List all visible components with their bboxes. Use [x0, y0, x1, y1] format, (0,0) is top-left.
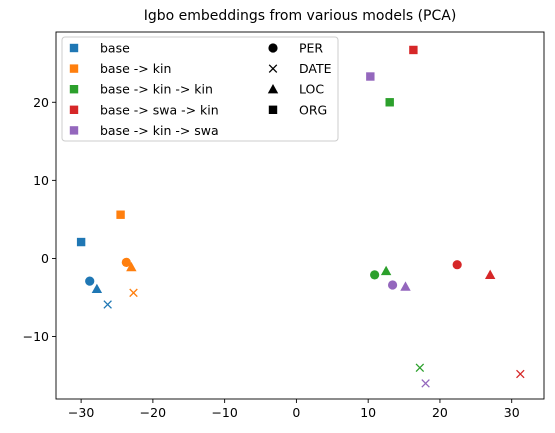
legend-marker [267, 84, 279, 94]
data-point [366, 72, 375, 81]
legend-marker [69, 64, 79, 73]
data-point [129, 288, 138, 298]
y-tick-label: −10 [23, 329, 49, 344]
data-point [421, 379, 430, 388]
x-tick-label: 30 [504, 405, 520, 420]
legend-marker [69, 105, 79, 114]
legend-label: base -> kin -> swa [100, 123, 219, 138]
data-point [76, 237, 86, 247]
x-tick-label: −20 [140, 405, 166, 420]
x-tick-label: 0 [292, 405, 300, 420]
legend-label: base -> swa -> kin [100, 102, 219, 117]
data-point [370, 270, 380, 280]
legend-label: base [100, 41, 130, 56]
legend-marker [69, 126, 79, 135]
y-tick-label: 10 [33, 173, 49, 188]
data-point [516, 369, 525, 379]
data-point [452, 260, 462, 270]
data-points [76, 45, 525, 388]
data-point [415, 363, 425, 373]
legend-marker [69, 85, 79, 94]
legend-label: base -> kin -> kin [100, 82, 213, 97]
data-point [400, 281, 411, 291]
data-point [484, 269, 496, 280]
data-point [103, 300, 112, 309]
legend-label: PER [299, 41, 323, 56]
data-point [91, 283, 103, 294]
data-point [126, 261, 137, 272]
x-tick-label: 10 [360, 405, 376, 420]
legend-label: base -> kin [100, 61, 171, 76]
x-axis: −30 −20 −10 0 10 20 30 [68, 399, 520, 420]
y-tick-label: 0 [41, 251, 49, 266]
legend-marker [268, 105, 278, 114]
data-point [85, 276, 95, 286]
data-point [409, 45, 418, 55]
chart-title: Igbo embeddings from various models (PCA… [144, 8, 457, 24]
data-point [387, 280, 398, 290]
x-tick-label: −30 [68, 405, 94, 420]
y-tick-label: 20 [33, 95, 49, 110]
data-point [385, 98, 394, 107]
legend-label: LOC [299, 82, 324, 97]
data-point [121, 257, 131, 267]
legend: base base -> kin base -> kin -> kin base ->… [61, 36, 339, 142]
legend-marker [69, 43, 79, 53]
x-tick-label: 20 [432, 405, 448, 420]
y-axis: −10 0 10 20 [23, 95, 56, 344]
legend-label: ORG [299, 102, 327, 117]
plot-frame [55, 31, 545, 400]
x-tick-label: −10 [211, 405, 237, 420]
legend-marker [268, 64, 278, 73]
data-point [380, 265, 392, 276]
legend-box [61, 36, 339, 142]
legend-label: DATE [299, 61, 332, 76]
legend-marker [268, 43, 278, 53]
data-point [116, 210, 125, 219]
